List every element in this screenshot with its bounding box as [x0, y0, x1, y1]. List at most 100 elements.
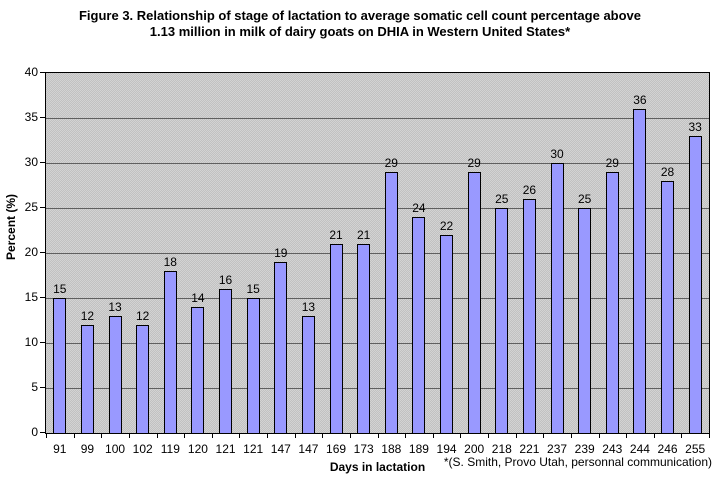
- x-tick-mark: [681, 434, 683, 438]
- x-tick-mark: [626, 434, 628, 438]
- x-category-label: 147: [270, 442, 291, 456]
- chart-title-line2: 1.13 million in milk of dairy goats on D…: [149, 24, 571, 39]
- bar-188: [384, 172, 398, 433]
- x-category-label: 244: [629, 442, 650, 456]
- bar-121: [246, 298, 260, 433]
- x-category-label: 99: [80, 442, 95, 456]
- x-category-label: 121: [243, 442, 264, 456]
- bar-100: [108, 316, 122, 433]
- x-category-label: 91: [53, 442, 67, 456]
- bar-value-label: 28: [660, 165, 675, 179]
- x-tick-mark: [377, 434, 379, 438]
- gridline: [46, 343, 709, 344]
- x-tick-mark: [184, 434, 186, 438]
- x-category-label: 255: [685, 442, 706, 456]
- y-tick-mark: [40, 162, 45, 163]
- y-tick-mark: [40, 342, 45, 343]
- y-tick-mark: [40, 432, 45, 433]
- x-category-label: 221: [519, 442, 540, 456]
- x-category-label: 189: [408, 442, 429, 456]
- x-tick-mark: [405, 434, 407, 438]
- x-category-label: 218: [491, 442, 512, 456]
- y-tick-mark: [40, 297, 45, 298]
- bar-147: [301, 316, 315, 433]
- x-tick-mark: [653, 434, 655, 438]
- x-tick-mark: [46, 434, 47, 438]
- bar-value-label: 16: [218, 273, 233, 287]
- y-tick-label-40: 40: [24, 65, 38, 79]
- y-tick-label-5: 5: [31, 380, 38, 394]
- y-tick-label-25: 25: [24, 200, 38, 214]
- bar-value-label: 26: [522, 183, 537, 197]
- bar-221: [522, 199, 536, 433]
- bar-value-label: 19: [274, 246, 288, 260]
- x-category-label: 246: [657, 442, 678, 456]
- x-tick-mark: [515, 434, 517, 438]
- bar-value-label: 33: [688, 120, 702, 134]
- x-tick-mark: [267, 434, 268, 438]
- x-category-label: 169: [326, 442, 347, 456]
- y-tick-mark: [40, 387, 45, 388]
- x-tick-mark: [294, 434, 296, 438]
- bar-169: [329, 244, 343, 433]
- bar-200: [467, 172, 481, 433]
- bar-value-label: 21: [357, 228, 371, 242]
- x-tick-mark: [709, 434, 710, 438]
- footnote: *(S. Smith, Provo Utah, personnal commun…: [439, 455, 712, 469]
- x-tick-mark: [432, 434, 434, 438]
- bar-189: [412, 217, 426, 433]
- bar-value-label: 25: [578, 192, 592, 206]
- x-axis-title: Days in lactation: [329, 460, 426, 474]
- bar-value-label: 25: [495, 192, 509, 206]
- x-category-label: 243: [602, 442, 623, 456]
- x-category-label: 188: [381, 442, 402, 456]
- bar-237: [550, 163, 564, 433]
- x-tick-mark: [73, 434, 75, 438]
- bar-value-label: 30: [550, 147, 564, 161]
- bar-173: [357, 244, 371, 433]
- gridline: [46, 298, 709, 299]
- bar-value-label: 12: [80, 309, 95, 323]
- gridline: [46, 253, 709, 254]
- y-tick-label-35: 35: [24, 110, 38, 124]
- bar-value-label: 36: [633, 93, 647, 107]
- x-category-label: 119: [160, 442, 180, 456]
- bar-99: [80, 325, 94, 433]
- x-category-label: 100: [105, 442, 126, 456]
- gridline: [46, 208, 709, 209]
- bar-246: [661, 181, 675, 433]
- chart-title-line1: Figure 3. Relationship of stage of lacta…: [78, 8, 642, 23]
- bar-value-label: 18: [163, 255, 177, 269]
- x-tick-mark: [570, 434, 572, 438]
- y-tick-label-30: 30: [24, 155, 38, 169]
- bar-value-label: 24: [412, 201, 426, 215]
- plot-area: 15 12 13 12 18 14 16 15 19 13 21 21 29 24 22 29 25 26 30 25…: [45, 72, 710, 434]
- x-tick-mark: [322, 434, 324, 438]
- bar-119: [163, 271, 177, 433]
- x-category-label: 120: [187, 442, 208, 456]
- gridline: [46, 163, 709, 164]
- bar-243: [605, 172, 619, 433]
- x-tick-mark: [211, 434, 213, 438]
- y-tick-mark: [40, 117, 45, 118]
- bar-value-label: 14: [191, 291, 205, 305]
- x-tick-mark: [128, 434, 130, 438]
- x-category-label: 200: [464, 442, 485, 456]
- bar-147: [274, 262, 288, 433]
- x-tick-mark: [156, 434, 158, 438]
- bar-244: [633, 109, 647, 433]
- gridline: [46, 118, 709, 119]
- bar-value-label: 29: [384, 156, 398, 170]
- bar-91: [53, 298, 67, 433]
- x-category-label: 102: [132, 442, 153, 456]
- x-tick-mark: [488, 434, 489, 438]
- bar-value-label: 29: [467, 156, 481, 170]
- x-category-label: 121: [215, 442, 236, 456]
- bar-value-label: 29: [605, 156, 619, 170]
- y-tick-label-20: 20: [24, 245, 38, 259]
- y-tick-mark: [40, 72, 45, 73]
- chart-title: Figure 3. Relationship of stage of lacta…: [0, 8, 720, 40]
- bar-value-label: 15: [53, 282, 67, 296]
- bar-194: [440, 235, 454, 433]
